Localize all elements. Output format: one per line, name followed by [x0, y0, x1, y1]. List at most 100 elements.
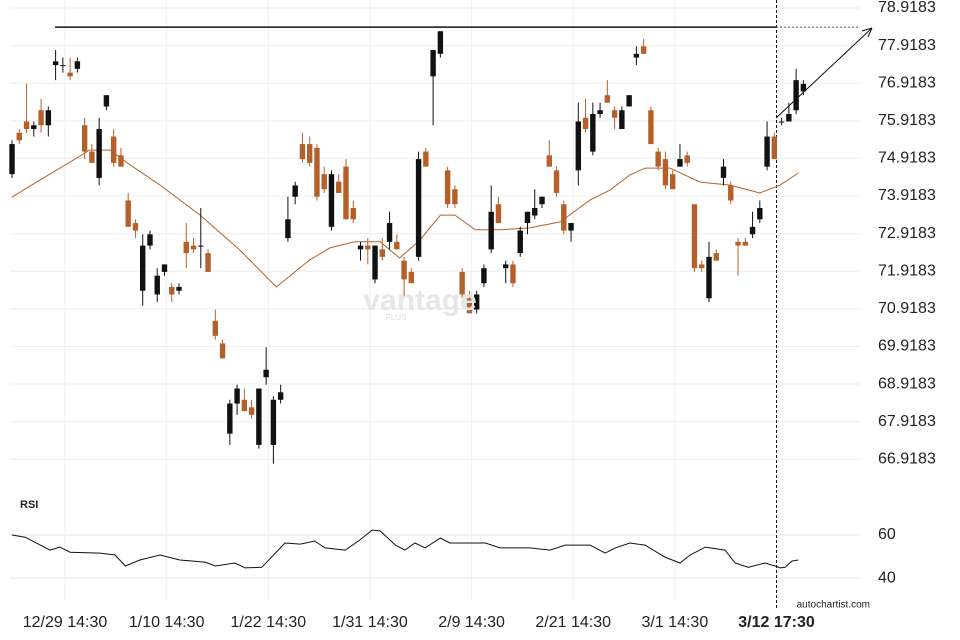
candle-body: [764, 136, 770, 167]
candle-body: [270, 399, 277, 445]
candle-body: [161, 264, 168, 272]
candle-body: [205, 253, 211, 272]
candle-body: [423, 151, 429, 167]
candle-body: [154, 275, 160, 295]
y-tick-label: 72.9183: [878, 225, 936, 242]
candle-body: [611, 110, 618, 118]
candle-body: [488, 211, 494, 250]
candle-body: [546, 155, 552, 167]
candle-body: [539, 196, 545, 205]
candle-body: [292, 185, 298, 197]
x-tick-label: 2/9 14:30: [438, 614, 505, 631]
candle-body: [241, 399, 248, 412]
candle-body: [481, 268, 487, 284]
candle-body: [452, 189, 458, 205]
candle-body: [757, 207, 763, 220]
candle-body: [517, 230, 523, 254]
candle-body: [285, 219, 291, 239]
candle-body: [699, 264, 705, 269]
y-tick-label: 76.9183: [878, 74, 936, 91]
candle-body: [198, 245, 204, 247]
candle-body: [437, 31, 444, 54]
candle-body: [365, 245, 371, 250]
candle-body: [619, 110, 625, 130]
candle-body: [568, 223, 574, 231]
candle-body: [793, 80, 799, 111]
candle-body: [321, 174, 327, 190]
candle-body: [234, 388, 240, 404]
candle-body: [81, 125, 88, 152]
candle-body: [379, 249, 385, 257]
candle-body: [684, 155, 690, 163]
plot: 66.9183 67.9183 68.9183 69.9183 70.9183 71.91…: [9, 0, 936, 631]
candle-body: [408, 271, 415, 284]
arrow-head: [861, 27, 873, 38]
candle-body: [314, 147, 320, 197]
candle-body: [16, 132, 22, 141]
candle-body: [386, 223, 393, 242]
y-tick-label: 70.9183: [878, 300, 936, 317]
candle-body: [350, 207, 356, 220]
watermark: vantage: [363, 284, 476, 317]
candle-body: [183, 241, 189, 254]
candle-body: [169, 286, 175, 295]
y-tick-label: 69.9183: [878, 338, 936, 355]
candle-body: [742, 241, 748, 246]
x-tick-label: 3/12 17:30: [738, 614, 815, 631]
candle-body: [74, 61, 81, 69]
y-tick-label: 74.9183: [878, 150, 936, 167]
candle-body: [720, 166, 727, 178]
candle-body: [713, 253, 719, 261]
candle-body: [604, 95, 611, 103]
candle-body: [691, 204, 698, 269]
candle-body: [415, 159, 422, 257]
candle-body: [706, 256, 712, 299]
candle-body: [495, 204, 502, 224]
candle-body: [263, 369, 269, 378]
candle-body: [52, 61, 59, 66]
candle-body: [786, 113, 792, 122]
candle-body: [9, 144, 15, 175]
candle-body: [590, 113, 596, 152]
candle-body: [132, 223, 139, 231]
candle-body: [45, 110, 52, 126]
candle-body: [306, 144, 313, 163]
candle-body: [110, 136, 117, 163]
watermark-sub: PLUS: [386, 313, 407, 322]
candle-body: [118, 155, 124, 167]
candle-body: [430, 50, 436, 77]
candle-body: [125, 200, 131, 227]
x-tick-label: 2/21 14:30: [535, 614, 611, 631]
candle-body: [227, 403, 233, 434]
candle-body: [23, 121, 30, 130]
candle-body: [372, 245, 378, 280]
candle-body: [147, 234, 153, 246]
candle-body: [357, 245, 364, 250]
candle-body: [328, 174, 335, 227]
candle-body: [524, 211, 531, 224]
candle-body: [343, 166, 349, 220]
candle-body: [575, 121, 582, 171]
x-tick-label: 12/29 14:30: [23, 614, 108, 631]
pattern-arrow: [775, 27, 873, 119]
candle-body: [140, 245, 146, 291]
candle-body: [89, 151, 95, 163]
candle-body: [277, 392, 284, 400]
candle-body: [626, 95, 632, 107]
candle-body: [176, 286, 182, 291]
rsi-label: RSI: [20, 499, 38, 511]
candle-body: [96, 129, 102, 178]
candle-body: [444, 170, 451, 205]
x-tick-label: 1/10 14:30: [129, 614, 205, 631]
candle-body: [394, 241, 400, 250]
rsi-line: [11, 529, 799, 569]
y-tick-label: 67.9183: [878, 413, 936, 430]
candle-body: [473, 294, 480, 310]
candle-body: [336, 181, 342, 193]
candle-body: [749, 226, 756, 235]
x-tick-label: 1/22 14:30: [230, 614, 306, 631]
candle-body: [800, 83, 807, 92]
candle-body: [532, 207, 538, 216]
x-tick-label: 3/1 14:30: [642, 614, 709, 631]
